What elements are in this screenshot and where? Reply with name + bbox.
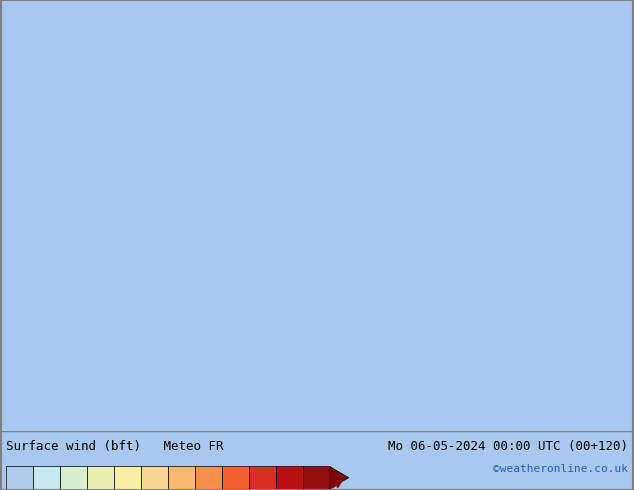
Bar [195, 466, 222, 489]
Bar [6, 466, 33, 489]
Text: Mo 06-05-2024 00:00 UTC (00+120): Mo 06-05-2024 00:00 UTC (00+120) [387, 440, 628, 453]
Bar [222, 466, 249, 489]
Bar [276, 466, 303, 489]
Bar [114, 466, 141, 489]
Text: ©weatheronline.co.uk: ©weatheronline.co.uk [493, 464, 628, 473]
Bar [60, 466, 87, 489]
Bar [34, 466, 60, 489]
Polygon shape [330, 466, 349, 489]
Bar [87, 466, 114, 489]
Bar [141, 466, 168, 489]
Text: Surface wind (bft)   Meteo FR: Surface wind (bft) Meteo FR [6, 440, 224, 453]
Bar [303, 466, 330, 489]
Bar [249, 466, 276, 489]
Bar [168, 466, 195, 489]
